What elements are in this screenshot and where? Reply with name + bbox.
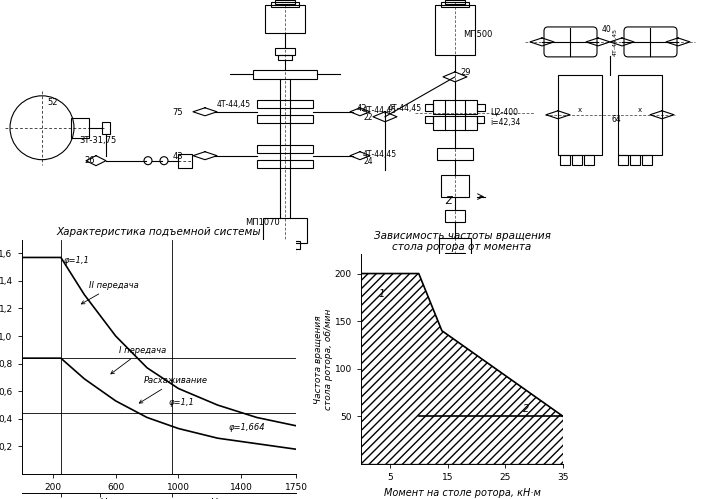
Text: 26: 26 — [84, 156, 95, 165]
Text: МП1070: МП1070 — [245, 218, 279, 227]
Text: I передача: I передача — [111, 346, 166, 374]
Y-axis label: Частота вращения
стола ротора, об/мин: Частота вращения стола ротора, об/мин — [314, 308, 334, 410]
Bar — [441, 175, 469, 197]
Text: Ц2-400: Ц2-400 — [490, 108, 518, 117]
Title: Зависимость частоты вращения
стола ротора от момента: Зависимость частоты вращения стола ротор… — [374, 231, 550, 252]
Bar — [270, 241, 300, 249]
Text: 4Т-44,45: 4Т-44,45 — [363, 150, 397, 159]
Text: φ=1,1: φ=1,1 — [64, 256, 90, 265]
Text: 75: 75 — [173, 108, 183, 117]
Bar — [477, 104, 485, 111]
Text: 4Т-44,45: 4Т-44,45 — [612, 28, 617, 56]
X-axis label: Нагрузка на крюке, кН: Нагрузка на крюке, кН — [100, 498, 218, 499]
Text: 40: 40 — [602, 25, 612, 34]
Text: Z: Z — [445, 196, 452, 206]
Bar — [630, 155, 640, 165]
Text: i=42,34: i=42,34 — [490, 118, 521, 127]
Title: Характеристика подъемной системы: Характеристика подъемной системы — [56, 228, 261, 238]
Bar — [433, 116, 477, 130]
Bar — [275, 0, 295, 4]
Text: x: x — [638, 107, 642, 113]
Bar — [584, 155, 594, 165]
Bar — [257, 100, 313, 108]
Bar — [265, 5, 305, 33]
Bar — [425, 104, 433, 111]
Bar — [425, 116, 433, 123]
Text: 64: 64 — [612, 115, 622, 124]
Text: x: x — [578, 107, 582, 113]
Bar — [439, 238, 471, 255]
Text: 4Т-44,45: 4Т-44,45 — [388, 104, 422, 113]
Bar — [102, 122, 110, 134]
Text: 52: 52 — [47, 98, 58, 107]
Text: Расхаживание: Расхаживание — [139, 376, 208, 403]
Bar — [441, 2, 469, 7]
Text: φ=1,664: φ=1,664 — [229, 423, 265, 432]
Bar — [437, 148, 473, 160]
Text: 3Т-31,75: 3Т-31,75 — [79, 136, 116, 145]
Bar — [263, 218, 307, 243]
Bar — [435, 5, 475, 55]
Bar — [71, 118, 89, 138]
Bar — [253, 70, 317, 79]
Text: 4Т-44,45: 4Т-44,45 — [363, 106, 397, 115]
Text: φ=1,1: φ=1,1 — [169, 398, 195, 407]
Bar — [178, 154, 192, 168]
Bar — [278, 55, 292, 60]
Text: 1: 1 — [378, 289, 385, 299]
Bar — [257, 145, 313, 153]
Bar — [271, 2, 299, 7]
Text: 22: 22 — [363, 113, 373, 122]
Text: МП500: МП500 — [463, 30, 492, 39]
Bar — [257, 115, 313, 123]
Bar — [433, 100, 477, 114]
Bar — [560, 155, 570, 165]
X-axis label: Момент на столе ротора, кН·м: Момент на столе ротора, кН·м — [383, 488, 541, 498]
Text: 42: 42 — [357, 104, 367, 113]
Bar — [445, 210, 465, 222]
Bar — [618, 75, 662, 155]
Text: 43: 43 — [173, 152, 183, 161]
Text: 2: 2 — [523, 404, 529, 414]
Bar — [477, 116, 484, 123]
Bar — [275, 48, 295, 55]
Bar — [572, 155, 582, 165]
Bar — [275, 247, 295, 254]
Text: 4Т-44,45: 4Т-44,45 — [217, 100, 251, 109]
Text: 24: 24 — [363, 157, 373, 166]
Bar — [257, 160, 313, 168]
Bar — [445, 0, 465, 4]
Text: 29: 29 — [460, 68, 471, 77]
Bar — [445, 253, 465, 261]
Text: II передача: II передача — [82, 281, 139, 304]
Bar — [618, 155, 628, 165]
Bar — [642, 155, 652, 165]
Bar — [558, 75, 602, 155]
